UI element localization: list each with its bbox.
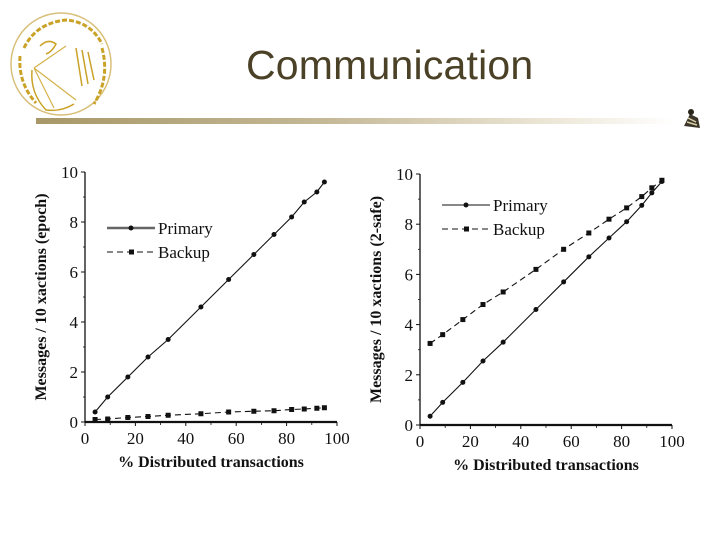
x-axis-label: % Distributed transactions xyxy=(118,454,304,471)
data-point xyxy=(639,194,645,200)
data-point xyxy=(440,399,446,405)
data-point xyxy=(226,277,232,282)
data-point xyxy=(649,185,655,191)
y-tick-label: 6 xyxy=(70,263,79,282)
data-point xyxy=(480,302,486,308)
chart-epoch: 0 2 4 6 8 10 0 20 40 60 80 100% Distributed transac… xyxy=(30,150,360,485)
slide-title: Communication xyxy=(246,42,534,88)
data-point xyxy=(289,214,295,220)
data-point xyxy=(165,337,171,342)
y-tick-label: 4 xyxy=(70,313,79,332)
x-tick-label: 80 xyxy=(613,432,630,451)
data-point xyxy=(606,216,612,222)
data-point xyxy=(659,177,665,183)
x-tick-label: 0 xyxy=(416,432,425,451)
data-point xyxy=(125,374,131,380)
data-point xyxy=(606,235,612,241)
legend-label: Primary xyxy=(493,196,548,215)
data-point xyxy=(125,415,131,420)
y-tick-label: 2 xyxy=(70,363,79,382)
data-point xyxy=(427,340,433,346)
y-tick-label: 8 xyxy=(405,215,414,234)
data-point xyxy=(561,279,567,285)
y-axis-label: Messages / 10 xactions (2-safe) xyxy=(368,196,385,403)
x-tick-label: 80 xyxy=(278,429,295,448)
x-tick-label: 60 xyxy=(228,429,245,448)
data-point xyxy=(198,304,204,310)
data-point xyxy=(427,413,433,419)
y-tick-label: 2 xyxy=(405,366,414,385)
y-tick-label: 0 xyxy=(70,413,79,432)
y-tick-label: 6 xyxy=(405,265,414,284)
data-point xyxy=(301,406,307,412)
data-point xyxy=(198,411,204,417)
data-point xyxy=(460,379,466,385)
x-tick-label: 60 xyxy=(563,432,580,451)
x-tick-label: 0 xyxy=(81,429,90,448)
decorative-mascot-icon xyxy=(676,104,706,134)
title-divider xyxy=(36,118,676,124)
data-point xyxy=(289,407,295,412)
y-axis-label: Messages / 10 xactions (epoch) xyxy=(33,193,50,400)
data-point xyxy=(561,246,567,252)
data-point xyxy=(314,405,320,411)
y-tick-label: 4 xyxy=(405,316,414,335)
data-point xyxy=(251,252,257,257)
legend-label: Backup xyxy=(158,243,210,262)
data-point xyxy=(145,354,151,360)
data-point xyxy=(440,332,446,338)
data-point xyxy=(321,179,327,185)
x-tick-label: 100 xyxy=(659,432,685,451)
x-tick-label: 40 xyxy=(512,432,529,451)
y-tick-label: 8 xyxy=(70,213,79,232)
data-point xyxy=(165,412,171,418)
data-point xyxy=(314,189,320,195)
data-point xyxy=(271,408,277,414)
y-tick-label: 10 xyxy=(396,165,413,184)
data-point xyxy=(301,199,307,205)
data-point xyxy=(624,205,630,211)
x-axis-label: % Distributed transactions xyxy=(453,457,639,474)
chart-2safe: 0 2 4 6 8 10 0 20 40 60 80 100% Distributed transac… xyxy=(365,150,695,485)
data-point xyxy=(500,289,506,295)
data-point xyxy=(649,190,655,196)
legend-label: Primary xyxy=(158,219,213,238)
data-point xyxy=(533,266,539,272)
data-point xyxy=(624,219,630,225)
x-tick-label: 100 xyxy=(324,429,350,448)
data-point xyxy=(105,394,111,400)
y-tick-label: 10 xyxy=(61,163,78,182)
data-point xyxy=(321,405,327,411)
data-point xyxy=(105,416,111,422)
data-point xyxy=(500,339,506,345)
data-point xyxy=(145,414,151,419)
data-point xyxy=(586,230,592,236)
data-point xyxy=(639,202,645,208)
university-seal-icon xyxy=(6,8,116,120)
x-tick-label: 40 xyxy=(177,429,194,448)
data-point xyxy=(251,408,257,414)
x-tick-label: 20 xyxy=(127,429,144,448)
data-point xyxy=(460,317,466,323)
data-point xyxy=(586,254,592,260)
data-point xyxy=(480,358,486,364)
y-tick-label: 0 xyxy=(405,416,414,435)
data-point xyxy=(92,409,98,415)
legend-label: Backup xyxy=(493,220,545,239)
data-point xyxy=(533,307,539,313)
data-point xyxy=(92,417,98,422)
data-point xyxy=(226,409,232,415)
x-tick-label: 20 xyxy=(462,432,479,451)
data-point xyxy=(271,232,277,237)
